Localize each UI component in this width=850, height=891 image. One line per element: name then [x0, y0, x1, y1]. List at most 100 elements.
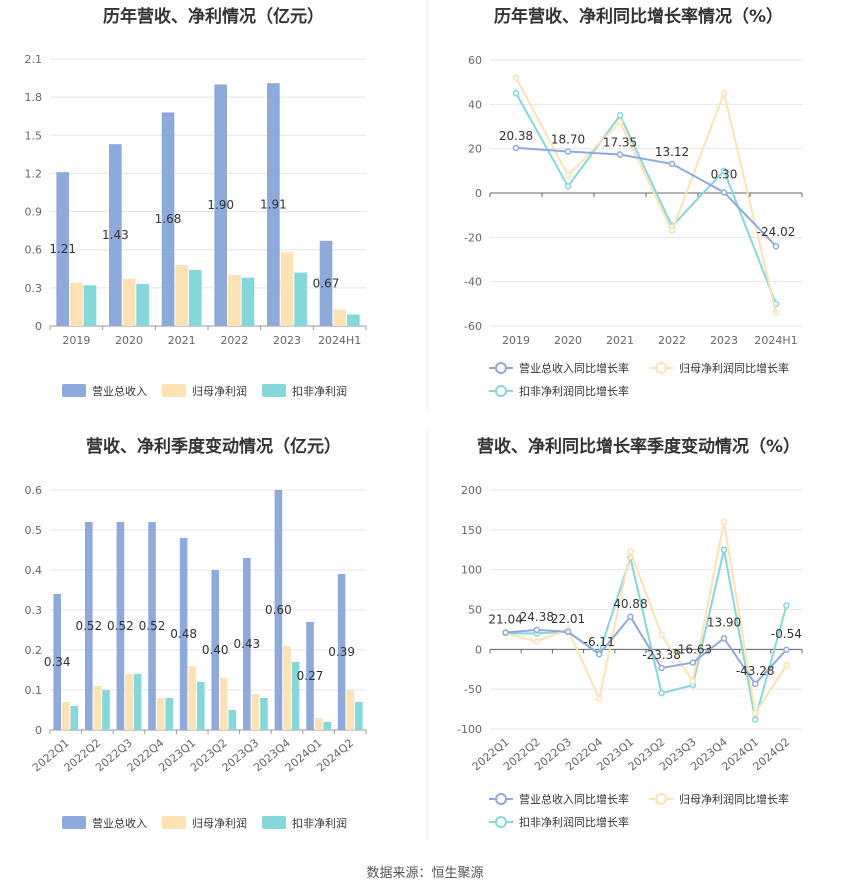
y-tick-label: 0 — [475, 187, 482, 200]
chart-panel-quarter-line: 营收、净利同比增长率季度变动情况（%） -100 -50 0 50 100 150 200 2… — [427, 430, 850, 850]
x-tick-label: 2022 — [658, 334, 686, 347]
bar-0 — [243, 558, 251, 730]
bar-1 — [156, 698, 165, 730]
data-point-0 — [668, 160, 676, 168]
bar-1 — [314, 718, 323, 730]
bar-1 — [220, 678, 228, 730]
legend-swatch — [162, 384, 186, 397]
data-point-1 — [689, 677, 697, 685]
legend-swatch — [162, 816, 186, 829]
legend-swatch — [262, 384, 286, 397]
legend-marker — [495, 362, 507, 374]
legend-label: 扣非净利润同比增长率 — [519, 815, 629, 829]
legend-marker — [495, 385, 507, 397]
panel-divider-top — [427, 0, 428, 410]
bar-2 — [354, 702, 363, 730]
legend-marker — [495, 816, 507, 828]
x-tick-label: 2024H1 — [318, 334, 361, 347]
data-label: 17.35 — [603, 136, 637, 150]
data-label: -23.38 — [642, 648, 681, 662]
bar-2 — [260, 698, 268, 730]
data-label: 0.27 — [297, 669, 324, 683]
legend-label: 营业总收入 — [92, 384, 147, 398]
data-point-2 — [564, 183, 572, 190]
data-point-2 — [512, 90, 520, 97]
data-label: -16.63 — [673, 643, 712, 657]
x-tick-label: 2019 — [62, 334, 90, 347]
data-point-1 — [720, 90, 728, 97]
bar-1 — [93, 686, 102, 730]
y-tick-label: 100 — [461, 564, 482, 577]
y-tick-label: -100 — [457, 723, 482, 736]
bar-2 — [196, 682, 205, 730]
data-label: 20.38 — [499, 129, 533, 143]
y-tick-label: 40 — [468, 98, 482, 111]
series-line-1 — [505, 521, 788, 716]
bar-1 — [175, 264, 188, 326]
data-label: 22.01 — [551, 612, 585, 626]
data-point-0 — [564, 148, 572, 155]
legend-label: 扣非净利润 — [292, 816, 347, 830]
chart-svg-annual-line: -60 -40 -20 0 20 40 60 20.38 18.70 17.35 13.12 0.30… — [464, 54, 803, 398]
x-tick-label: 2023 — [710, 334, 738, 347]
y-tick-label: 0 — [475, 643, 482, 656]
series-line-0 — [505, 615, 788, 686]
data-label: 18.70 — [551, 133, 585, 147]
data-label: 21.04 — [488, 613, 522, 627]
bar-0 — [85, 522, 93, 730]
bar-0 — [337, 574, 346, 730]
bar-0 — [161, 112, 175, 327]
bar-0 — [179, 538, 188, 730]
chart-panel-annual-bar: 历年营收、净利情况（亿元） 0 0.3 0.6 0.9 1.2 1.5 1.8 2.1 1.21… — [0, 0, 427, 410]
chart-title: 历年营收、净利情况（亿元） — [103, 7, 324, 27]
data-point-1 — [772, 309, 780, 316]
legend-label: 营业总收入 — [92, 816, 147, 830]
y-tick-label: 0.9 — [25, 206, 43, 219]
data-point-2 — [658, 689, 665, 697]
data-label: 0.34 — [44, 655, 71, 669]
bar-0 — [116, 522, 125, 730]
y-tick-label: -50 — [464, 683, 482, 696]
y-tick-label: 200 — [461, 484, 482, 497]
data-label: 0.48 — [170, 627, 197, 641]
data-label: 13.90 — [707, 615, 741, 629]
y-tick-label: 0 — [35, 724, 42, 737]
data-point-0 — [689, 659, 697, 666]
data-point-0 — [627, 613, 634, 621]
x-tick-label: 2021 — [168, 334, 196, 347]
data-point-1 — [627, 548, 634, 555]
bar-2 — [241, 277, 255, 326]
y-tick-label: 0.6 — [25, 484, 43, 497]
data-label: 0.52 — [139, 619, 166, 633]
data-point-2 — [751, 716, 759, 723]
data-label: 1.43 — [102, 228, 129, 242]
x-tick-label: 2024H1 — [754, 334, 797, 347]
legend-marker — [655, 362, 667, 374]
bar-1 — [251, 694, 260, 730]
x-tick-label: 2019 — [502, 334, 530, 347]
y-tick-label: 0.3 — [25, 604, 43, 617]
data-point-0 — [502, 629, 509, 636]
data-point-0 — [720, 635, 728, 642]
chart-svg-annual-bar: 0 0.3 0.6 0.9 1.2 1.5 1.8 2.1 1.21 2019 1.43 2020 1.… — [25, 53, 367, 398]
y-tick-label: 0.2 — [25, 644, 43, 657]
data-point-0 — [783, 646, 790, 654]
y-tick-label: 1.8 — [25, 91, 43, 104]
data-label: 1.91 — [260, 198, 287, 212]
data-point-1 — [783, 662, 790, 669]
legend-label: 归母净利润同比增长率 — [679, 792, 789, 806]
bar-2 — [136, 284, 149, 326]
data-label: 0.43 — [233, 637, 260, 651]
series-line-2 — [505, 549, 788, 720]
y-tick-label: 0.4 — [25, 564, 43, 577]
bar-2 — [188, 270, 202, 326]
data-point-0 — [720, 189, 728, 196]
bar-1 — [283, 646, 291, 730]
bar-1 — [188, 666, 196, 730]
data-label: 0.60 — [265, 603, 292, 617]
data-label: -6.11 — [584, 635, 615, 649]
bar-2 — [165, 698, 173, 730]
data-label: 24.38 — [520, 610, 554, 624]
data-point-1 — [720, 518, 728, 526]
y-tick-label: 0.1 — [25, 684, 43, 697]
